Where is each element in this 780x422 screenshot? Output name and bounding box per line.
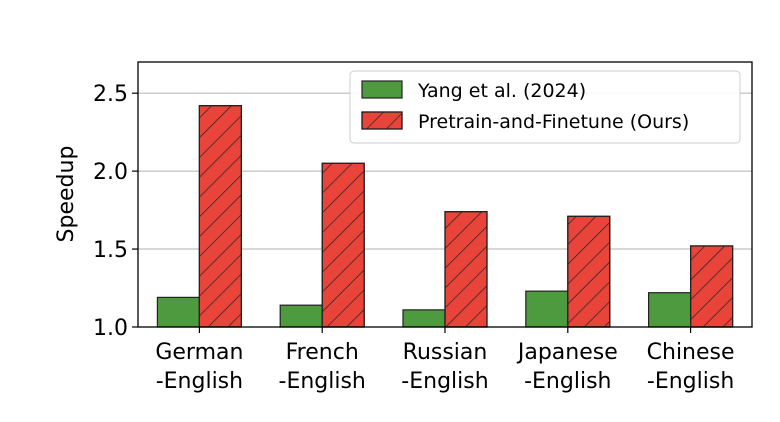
legend-swatch — [361, 80, 403, 99]
tick-labels: 1.0 1.5 2.0 2.5 German -English French -English… — [93, 82, 735, 394]
x-tick-label: -English — [647, 369, 734, 394]
legend-box — [349, 70, 741, 144]
x-tick-label: -English — [156, 369, 243, 394]
bar-hatch — [444, 211, 488, 328]
legend-label: Yang et al. (2024) — [417, 80, 586, 102]
axes — [132, 61, 753, 333]
plot-frame — [137, 61, 753, 328]
y-tick-label: 1.0 — [93, 316, 128, 341]
bar-hatch — [567, 215, 611, 328]
x-tick-label: French — [286, 340, 359, 365]
bar — [156, 296, 200, 328]
legend-label: Pretrain-and-Finetune (Ours) — [418, 111, 689, 133]
bar-hatch — [198, 105, 242, 328]
y-tick-label: 2.5 — [93, 82, 128, 107]
x-tick-label: -English — [401, 369, 488, 394]
y-tick-label: 1.5 — [93, 238, 128, 263]
y-axis-label: Speedup — [54, 146, 79, 243]
legend-swatch-hatch — [361, 111, 403, 130]
x-tick-label: Russian — [403, 340, 488, 365]
x-tick-label: -English — [279, 369, 366, 394]
bar-hatch — [321, 162, 365, 328]
y-tick-label: 2.0 — [93, 160, 128, 185]
bars — [156, 105, 734, 328]
x-tick-label: German — [155, 340, 243, 365]
x-tick-label: Japanese — [516, 340, 618, 365]
bar — [525, 290, 569, 328]
bar — [402, 309, 446, 328]
bar — [647, 292, 692, 328]
bar-hatch — [689, 245, 734, 328]
x-tick-label: -English — [524, 369, 611, 394]
x-tick-label: Chinese — [647, 340, 735, 365]
legend: Yang et al. (2024) Pretrain-and-Finetune … — [349, 70, 741, 144]
bar — [279, 304, 323, 328]
